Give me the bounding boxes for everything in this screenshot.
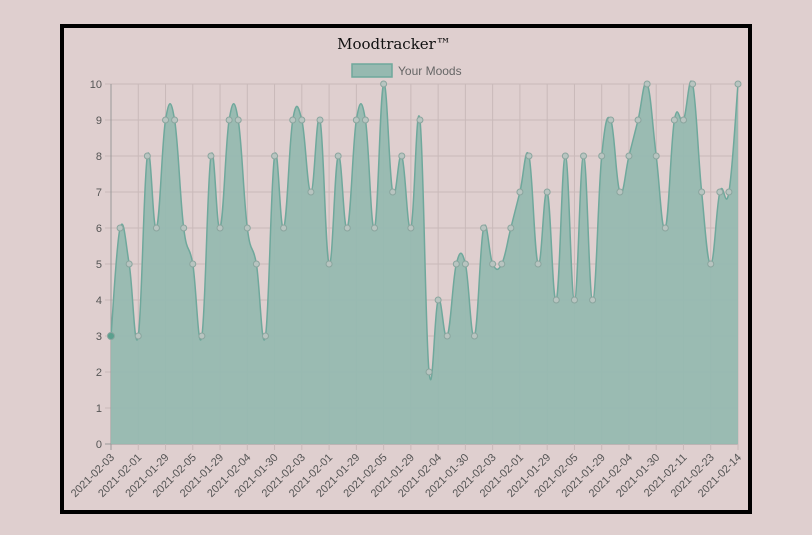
- y-tick-label: 4: [96, 295, 102, 307]
- data-point: [189, 260, 197, 268]
- data-point: [107, 332, 115, 340]
- chart-title: Moodtracker™: [337, 35, 451, 53]
- y-tick-label: 9: [96, 115, 102, 127]
- data-point: [470, 332, 478, 340]
- data-point: [289, 116, 297, 124]
- data-point: [689, 80, 697, 88]
- data-point: [398, 152, 406, 160]
- y-tick-label: 7: [96, 187, 102, 199]
- y-tick-label: 3: [96, 331, 102, 343]
- data-point: [134, 332, 142, 340]
- data-point: [371, 224, 379, 232]
- data-point: [389, 188, 397, 196]
- data-point: [434, 296, 442, 304]
- mood-chart: Moodtracker™ Your Moods 0 1 2 3 4 5 6 7 8 9 10 202…: [69, 35, 744, 500]
- data-point: [207, 152, 215, 160]
- data-point: [334, 152, 342, 160]
- data-point: [570, 296, 578, 304]
- data-point: [634, 116, 642, 124]
- data-point: [461, 260, 469, 268]
- data-point: [598, 152, 606, 160]
- data-point: [234, 116, 242, 124]
- data-point: [734, 80, 742, 88]
- data-point: [580, 152, 588, 160]
- data-point: [525, 152, 533, 160]
- data-point: [343, 224, 351, 232]
- y-tick-label: 10: [90, 79, 102, 91]
- data-point: [661, 224, 669, 232]
- data-point: [298, 116, 306, 124]
- data-point: [607, 116, 615, 124]
- data-point: [543, 188, 551, 196]
- data-point: [498, 260, 506, 268]
- x-axis: 2021-02-032021-02-012021-01-292021-02-05…: [69, 452, 744, 500]
- data-points: [107, 80, 742, 376]
- y-tick-label: 8: [96, 151, 102, 163]
- y-tick-label: 0: [96, 439, 102, 451]
- data-point: [561, 152, 569, 160]
- chart-frame: Moodtracker™ Your Moods 0 1 2 3 4 5 6 7 8 9 10 202…: [60, 24, 752, 514]
- legend-swatch: [351, 63, 393, 78]
- legend[interactable]: Your Moods: [351, 63, 462, 78]
- data-point: [643, 80, 651, 88]
- data-point: [116, 224, 124, 232]
- data-point: [534, 260, 542, 268]
- y-tick-label: 6: [96, 223, 102, 235]
- data-point: [716, 188, 724, 196]
- data-point: [725, 188, 733, 196]
- data-point: [407, 224, 415, 232]
- data-point: [679, 116, 687, 124]
- data-point: [171, 116, 179, 124]
- data-point: [625, 152, 633, 160]
- data-point: [489, 260, 497, 268]
- data-point: [152, 224, 160, 232]
- data-point: [307, 188, 315, 196]
- data-point: [452, 260, 460, 268]
- data-point: [280, 224, 288, 232]
- data-point: [707, 260, 715, 268]
- data-point: [198, 332, 206, 340]
- data-point: [352, 116, 360, 124]
- data-point: [325, 260, 333, 268]
- data-point: [425, 368, 433, 376]
- data-point: [243, 224, 251, 232]
- data-point: [507, 224, 515, 232]
- data-point: [180, 224, 188, 232]
- y-axis: 0 1 2 3 4 5 6 7 8 9 10: [90, 79, 102, 451]
- y-tick-label: 2: [96, 367, 102, 379]
- data-point: [316, 116, 324, 124]
- data-point: [143, 152, 151, 160]
- data-point: [443, 332, 451, 340]
- y-tick-label: 1: [96, 403, 102, 415]
- data-point: [552, 296, 560, 304]
- data-point: [589, 296, 597, 304]
- y-tick-label: 5: [96, 259, 102, 271]
- data-point: [252, 260, 260, 268]
- legend-label: Your Moods: [398, 64, 462, 78]
- data-point: [261, 332, 269, 340]
- data-point: [698, 188, 706, 196]
- data-point: [361, 116, 369, 124]
- data-point: [480, 224, 488, 232]
- data-point: [670, 116, 678, 124]
- data-point: [225, 116, 233, 124]
- data-point: [125, 260, 133, 268]
- data-point: [380, 80, 388, 88]
- data-point: [652, 152, 660, 160]
- data-point: [271, 152, 279, 160]
- data-point: [516, 188, 524, 196]
- data-point: [162, 116, 170, 124]
- data-point: [616, 188, 624, 196]
- data-point: [416, 116, 424, 124]
- data-point: [216, 224, 224, 232]
